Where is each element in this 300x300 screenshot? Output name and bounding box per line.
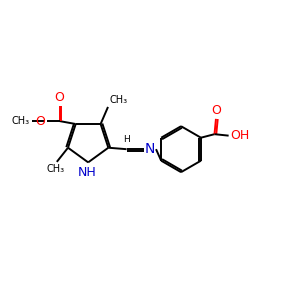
Text: H: H xyxy=(123,135,130,144)
Text: CH₃: CH₃ xyxy=(46,164,64,174)
Text: N: N xyxy=(145,142,155,156)
Text: CH₃: CH₃ xyxy=(12,116,30,126)
Text: CH₃: CH₃ xyxy=(110,95,128,106)
Text: O: O xyxy=(211,104,221,117)
Text: OH: OH xyxy=(230,129,250,142)
Text: NH: NH xyxy=(77,166,96,179)
Text: O: O xyxy=(35,115,45,128)
Text: O: O xyxy=(55,91,64,104)
